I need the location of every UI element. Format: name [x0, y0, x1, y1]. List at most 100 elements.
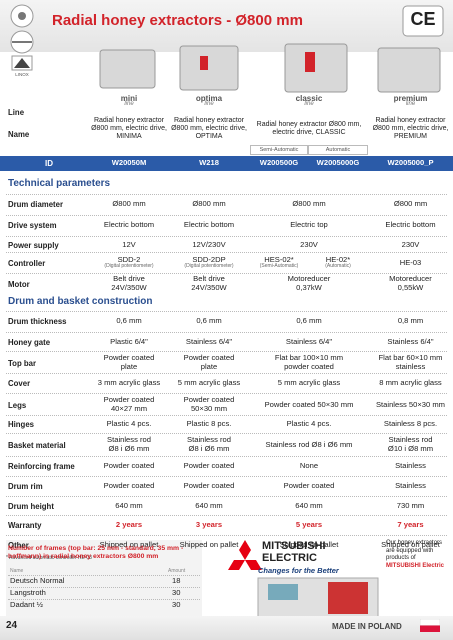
row-label: Hinges	[8, 419, 34, 429]
mode-label: Semi-Automatic	[250, 145, 308, 155]
partner-art	[228, 540, 379, 619]
row-separator	[6, 273, 447, 274]
cell-value: Stainless rod Ø8 i Ø6 mm	[107, 435, 151, 453]
cell-value: 3 mm acrylic glass	[97, 377, 161, 387]
logo-word: premium	[393, 93, 428, 103]
cell-value: Powder coated	[103, 460, 155, 470]
row-separator	[8, 599, 200, 600]
cell-value: Powder coated plate	[103, 353, 155, 371]
cell-value: Powder coated 40×27 mm	[103, 395, 155, 413]
note-text: Our honey extractors are equipped with p…	[386, 540, 443, 561]
cell: SDD-2DP (Digital potentiometer)	[168, 253, 250, 273]
cell-value: 12V	[122, 239, 136, 249]
cell-value: Electric bottom	[183, 219, 235, 229]
line-logo: optima line	[168, 94, 250, 108]
cell-value: Electric bottom	[103, 219, 155, 229]
cell-value: Powder coated plate	[183, 353, 235, 371]
cell-value: Stainless	[395, 480, 426, 490]
product-id: W218	[199, 158, 219, 168]
product-id: W20050M	[111, 158, 147, 168]
row-label: Cover	[8, 378, 31, 388]
cell-value: Powder coated 50×30 mm	[183, 395, 235, 413]
row-label: Warranty	[8, 520, 42, 530]
frame-amount: 30	[172, 600, 181, 609]
cell-value: 5 mm acrylic glass	[177, 377, 241, 387]
cell: SDD-2 (Digital potentiometer)	[90, 253, 168, 273]
row-label: Name	[8, 129, 30, 139]
logo-script: line	[405, 101, 416, 108]
row-label: Top bar	[8, 358, 37, 368]
row-separator	[6, 515, 447, 516]
cell-value: Stainless rod Ø8 i Ø6 mm	[265, 439, 353, 449]
cell-value: Stainless rod Ø10 i Ø8 mm	[387, 435, 434, 453]
cell-value: SDD-2	[117, 254, 141, 264]
table-header: Amount	[168, 568, 186, 574]
product-name: Radial honey extractor Ø800 mm, electric…	[372, 116, 449, 141]
cell-value: 8 mm acrylic glass	[379, 377, 442, 387]
frames-title: Number of frames (top bar: 25 mm - stand…	[8, 545, 184, 561]
row-separator	[8, 575, 200, 576]
section-title: Drum and basket construction	[8, 296, 153, 307]
logo-word: optima	[195, 93, 223, 103]
frames-box	[6, 540, 202, 616]
frame-amount: 30	[172, 588, 181, 597]
cell-value: 0,6 mm	[196, 315, 222, 325]
row-separator	[8, 587, 200, 588]
cell-note: (Automatic)	[325, 263, 351, 270]
cell-value: Stainless rod Ø8 i Ø6 mm	[187, 435, 231, 453]
cell-note: (Semi-Automatic)	[259, 263, 299, 270]
cell-value: Plastic 4 pcs.	[286, 418, 332, 428]
cell-value: Belt drive 24V/350W	[111, 274, 147, 292]
cell-note: (Digital potentiometer)	[104, 263, 154, 270]
cell-value: 7 years	[397, 519, 424, 529]
frame-amount: 18	[172, 576, 181, 585]
cell-value: Stainless 50×30 mm	[375, 399, 445, 409]
cell-value: SDD-2DP	[192, 254, 226, 264]
cell-value: Ø800 mm	[393, 198, 428, 208]
cell-value: 12V/230V	[192, 239, 226, 249]
line-logo: classic line	[250, 94, 368, 108]
header-art	[10, 4, 444, 93]
row-label: Drive system	[8, 220, 57, 230]
row-label: Line	[8, 107, 25, 117]
badge: CE	[410, 9, 436, 29]
row-label: Reinforcing frame	[8, 461, 75, 471]
cell-value: 3 years	[195, 519, 223, 529]
row-label: Power supply	[8, 240, 59, 250]
cell-value: Flat bar 100×10 mm powder coated	[274, 353, 344, 371]
row-separator	[6, 415, 447, 416]
logo-word: mini	[120, 93, 138, 103]
brand: ELECTRIC	[262, 552, 317, 564]
cell-value: 640 mm	[195, 500, 223, 510]
cell-value: Electric top	[290, 219, 328, 229]
row-label: Drum diameter	[8, 199, 64, 209]
cell-value: Stainless 6/4"	[185, 336, 233, 346]
cell-value: 640 mm	[115, 500, 143, 510]
row-separator	[6, 311, 447, 312]
section-title: Technical parameters	[8, 178, 111, 189]
cell-value: Electric bottom	[385, 219, 436, 229]
cell-value: 730 mm	[396, 500, 425, 510]
product-id: W2005000_P	[387, 158, 434, 168]
cell-value: Belt drive 24V/350W	[191, 274, 227, 292]
cell-value: Plastic 8 pcs.	[186, 418, 232, 428]
cell-value: Shipped on pallet	[381, 539, 440, 549]
cell-value: Plastic 6/4"	[110, 336, 148, 346]
brand: MITSUBISHI	[262, 540, 326, 552]
cell-value: Plastic 4 pcs.	[106, 418, 152, 428]
logo-script: line	[304, 101, 314, 108]
row-label: Other	[8, 540, 29, 550]
cell-value: HES-02*	[264, 254, 294, 264]
cell-value: 0,8 mm	[397, 315, 424, 325]
cell-value: 640 mm	[295, 500, 323, 510]
cell-value: Stainless 6/4"	[387, 336, 434, 346]
product-id: W2005000G	[316, 158, 360, 168]
page-number: 24	[6, 620, 18, 631]
cell-value: 5 years	[295, 519, 323, 529]
id-band	[0, 156, 453, 171]
row-separator	[6, 215, 447, 216]
cell-value: 230V	[300, 239, 318, 249]
cell-value: Stainless 8 pcs.	[383, 418, 438, 428]
cell-value: Ø800 mm	[192, 198, 226, 208]
